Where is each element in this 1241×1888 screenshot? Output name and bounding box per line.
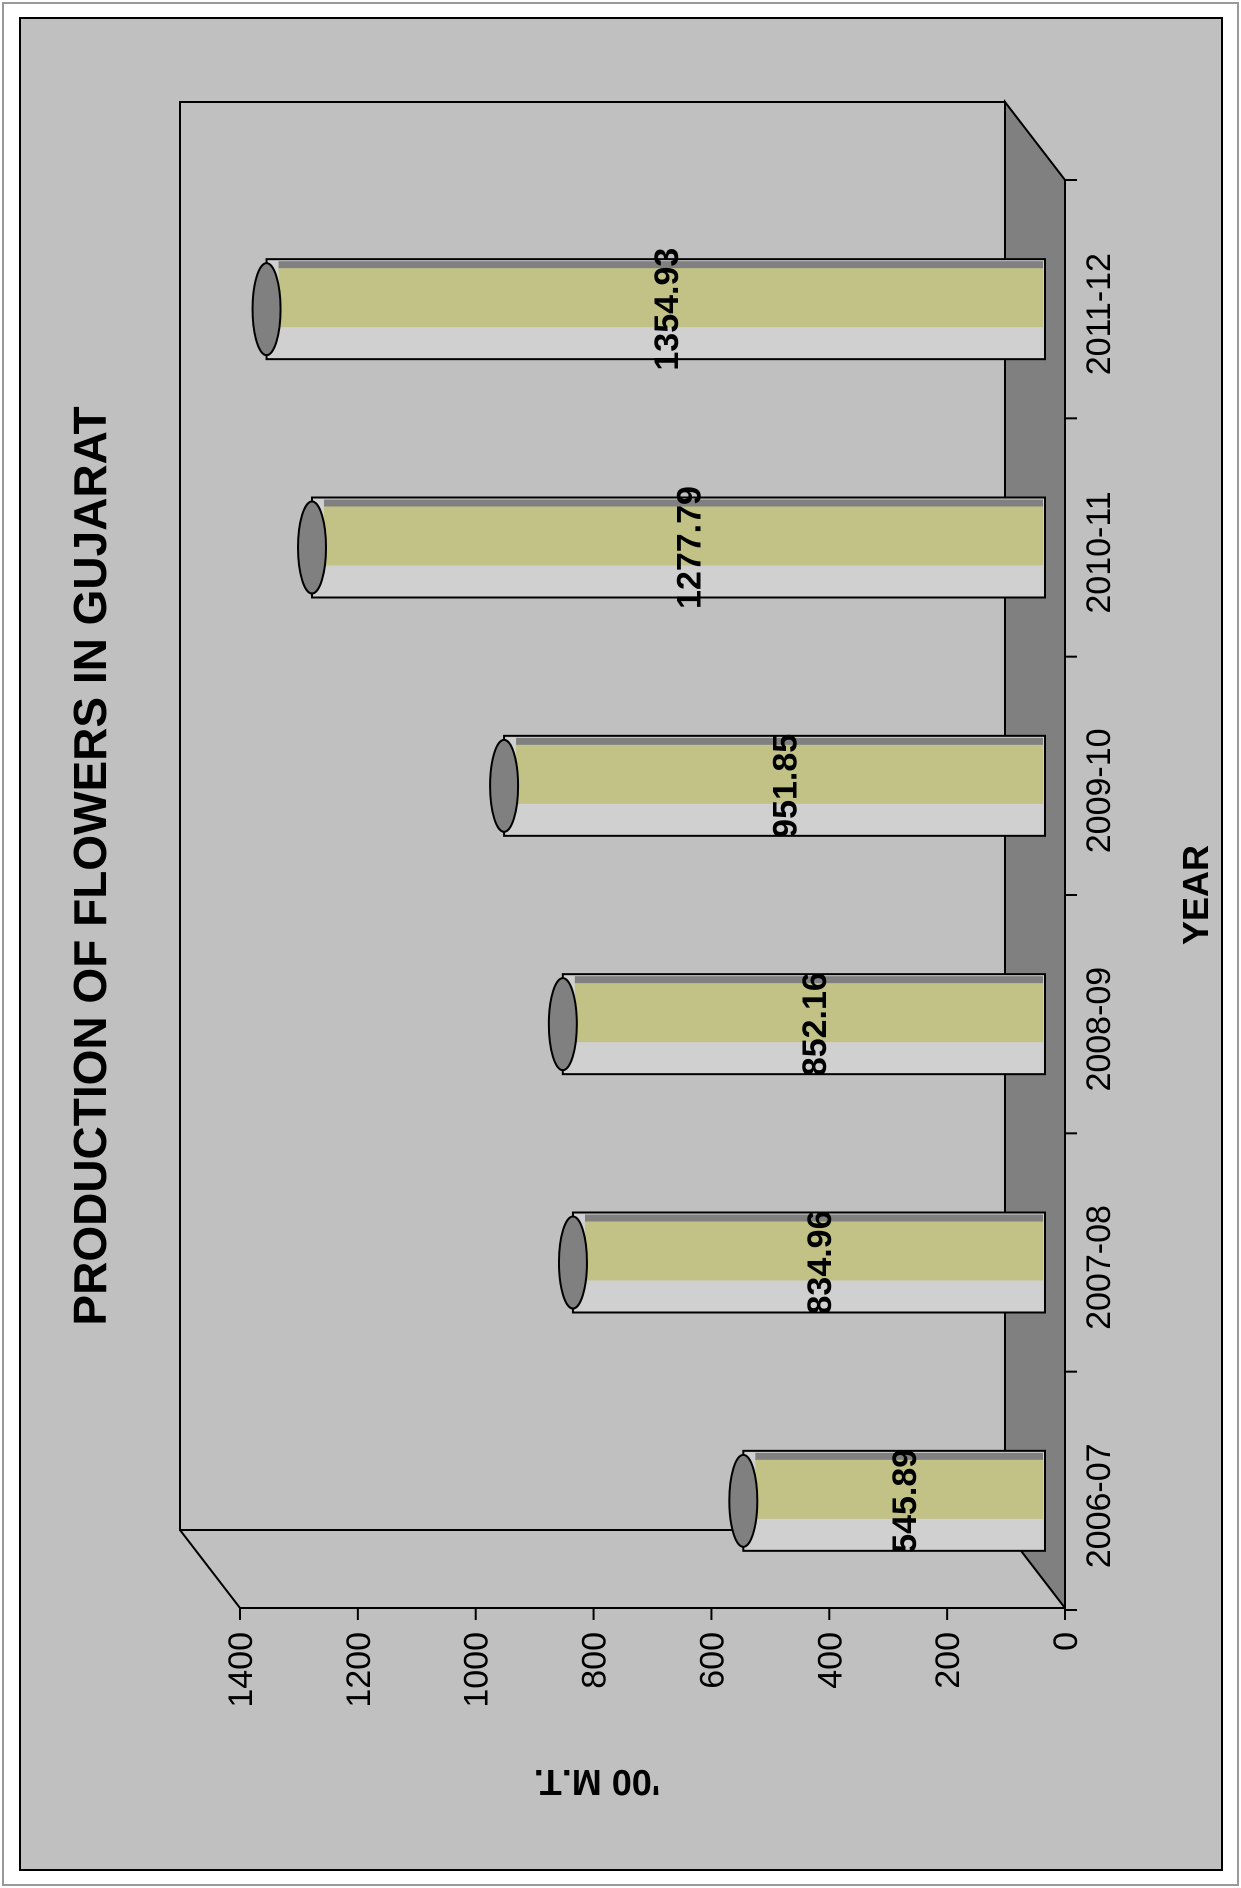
bar-end-cap	[547, 977, 578, 1072]
category-label: 2011-12	[1080, 253, 1118, 375]
bar-face	[516, 743, 1043, 804]
value-tick-label: 1000	[458, 1632, 496, 1708]
bar-end-cap	[728, 1453, 759, 1548]
bar-face	[755, 1458, 1043, 1519]
value-tick-label: 0	[1047, 1632, 1085, 1651]
bar-edge	[516, 737, 1043, 745]
y-axis-title: '00 M.T.	[534, 1762, 661, 1803]
bar-edge	[755, 1452, 1043, 1460]
bar-end-cap	[489, 738, 520, 833]
data-label: 1354.93	[648, 248, 686, 371]
bars-layer: 545.89 834.96 852.16 951.85 1277.79 1354.93	[251, 248, 1047, 1553]
bar-edge	[278, 261, 1044, 269]
bar-2010-11: 1277.79	[297, 486, 1046, 609]
category-label: 2010-11	[1080, 491, 1118, 613]
bar-face	[324, 505, 1043, 566]
category-label: 2009-10	[1080, 728, 1118, 853]
bar-2011-12: 1354.93	[251, 248, 1047, 371]
bar-2006-07: 545.89	[728, 1449, 1046, 1553]
chart-title: PRODUCTION OF FLOWERS IN GUJARAT	[64, 406, 116, 1325]
bar-end-cap	[297, 500, 328, 595]
side-wall-edge	[179, 1529, 241, 1609]
value-tick-label: 200	[929, 1632, 967, 1689]
bar-face	[574, 982, 1043, 1043]
category-label: 2006-07	[1080, 1443, 1118, 1568]
data-label: 852.16	[796, 972, 834, 1076]
value-tick-label: 600	[693, 1632, 731, 1689]
bar-face	[584, 1220, 1043, 1281]
bar-edge	[574, 976, 1043, 984]
data-label: 951.85	[767, 734, 805, 838]
data-label: 1277.79	[671, 486, 709, 609]
bar-end-cap	[251, 262, 282, 357]
value-tick-label: 400	[811, 1632, 849, 1689]
value-tick-label: 800	[576, 1632, 614, 1689]
data-label: 834.96	[801, 1211, 839, 1315]
x-axis-title: YEAR	[1175, 845, 1216, 945]
bar-edge	[324, 499, 1043, 507]
bar-2007-08: 834.96	[557, 1211, 1046, 1315]
value-tick-label: 1200	[340, 1632, 378, 1708]
bar-face	[278, 267, 1044, 328]
value-tick-label: 1400	[222, 1632, 260, 1708]
bar-2009-10: 951.85	[489, 734, 1046, 838]
axis-layer: 2006-07 2007-08 2008-09 2009-10 2010-11 2011-…	[222, 179, 1118, 1708]
bar-edge	[584, 1214, 1043, 1222]
category-label: 2007-08	[1080, 1205, 1118, 1330]
data-label: 545.89	[886, 1449, 924, 1553]
category-label: 2008-09	[1080, 967, 1118, 1092]
bar-end-cap	[557, 1215, 588, 1310]
bar-2008-09: 852.16	[547, 972, 1046, 1076]
